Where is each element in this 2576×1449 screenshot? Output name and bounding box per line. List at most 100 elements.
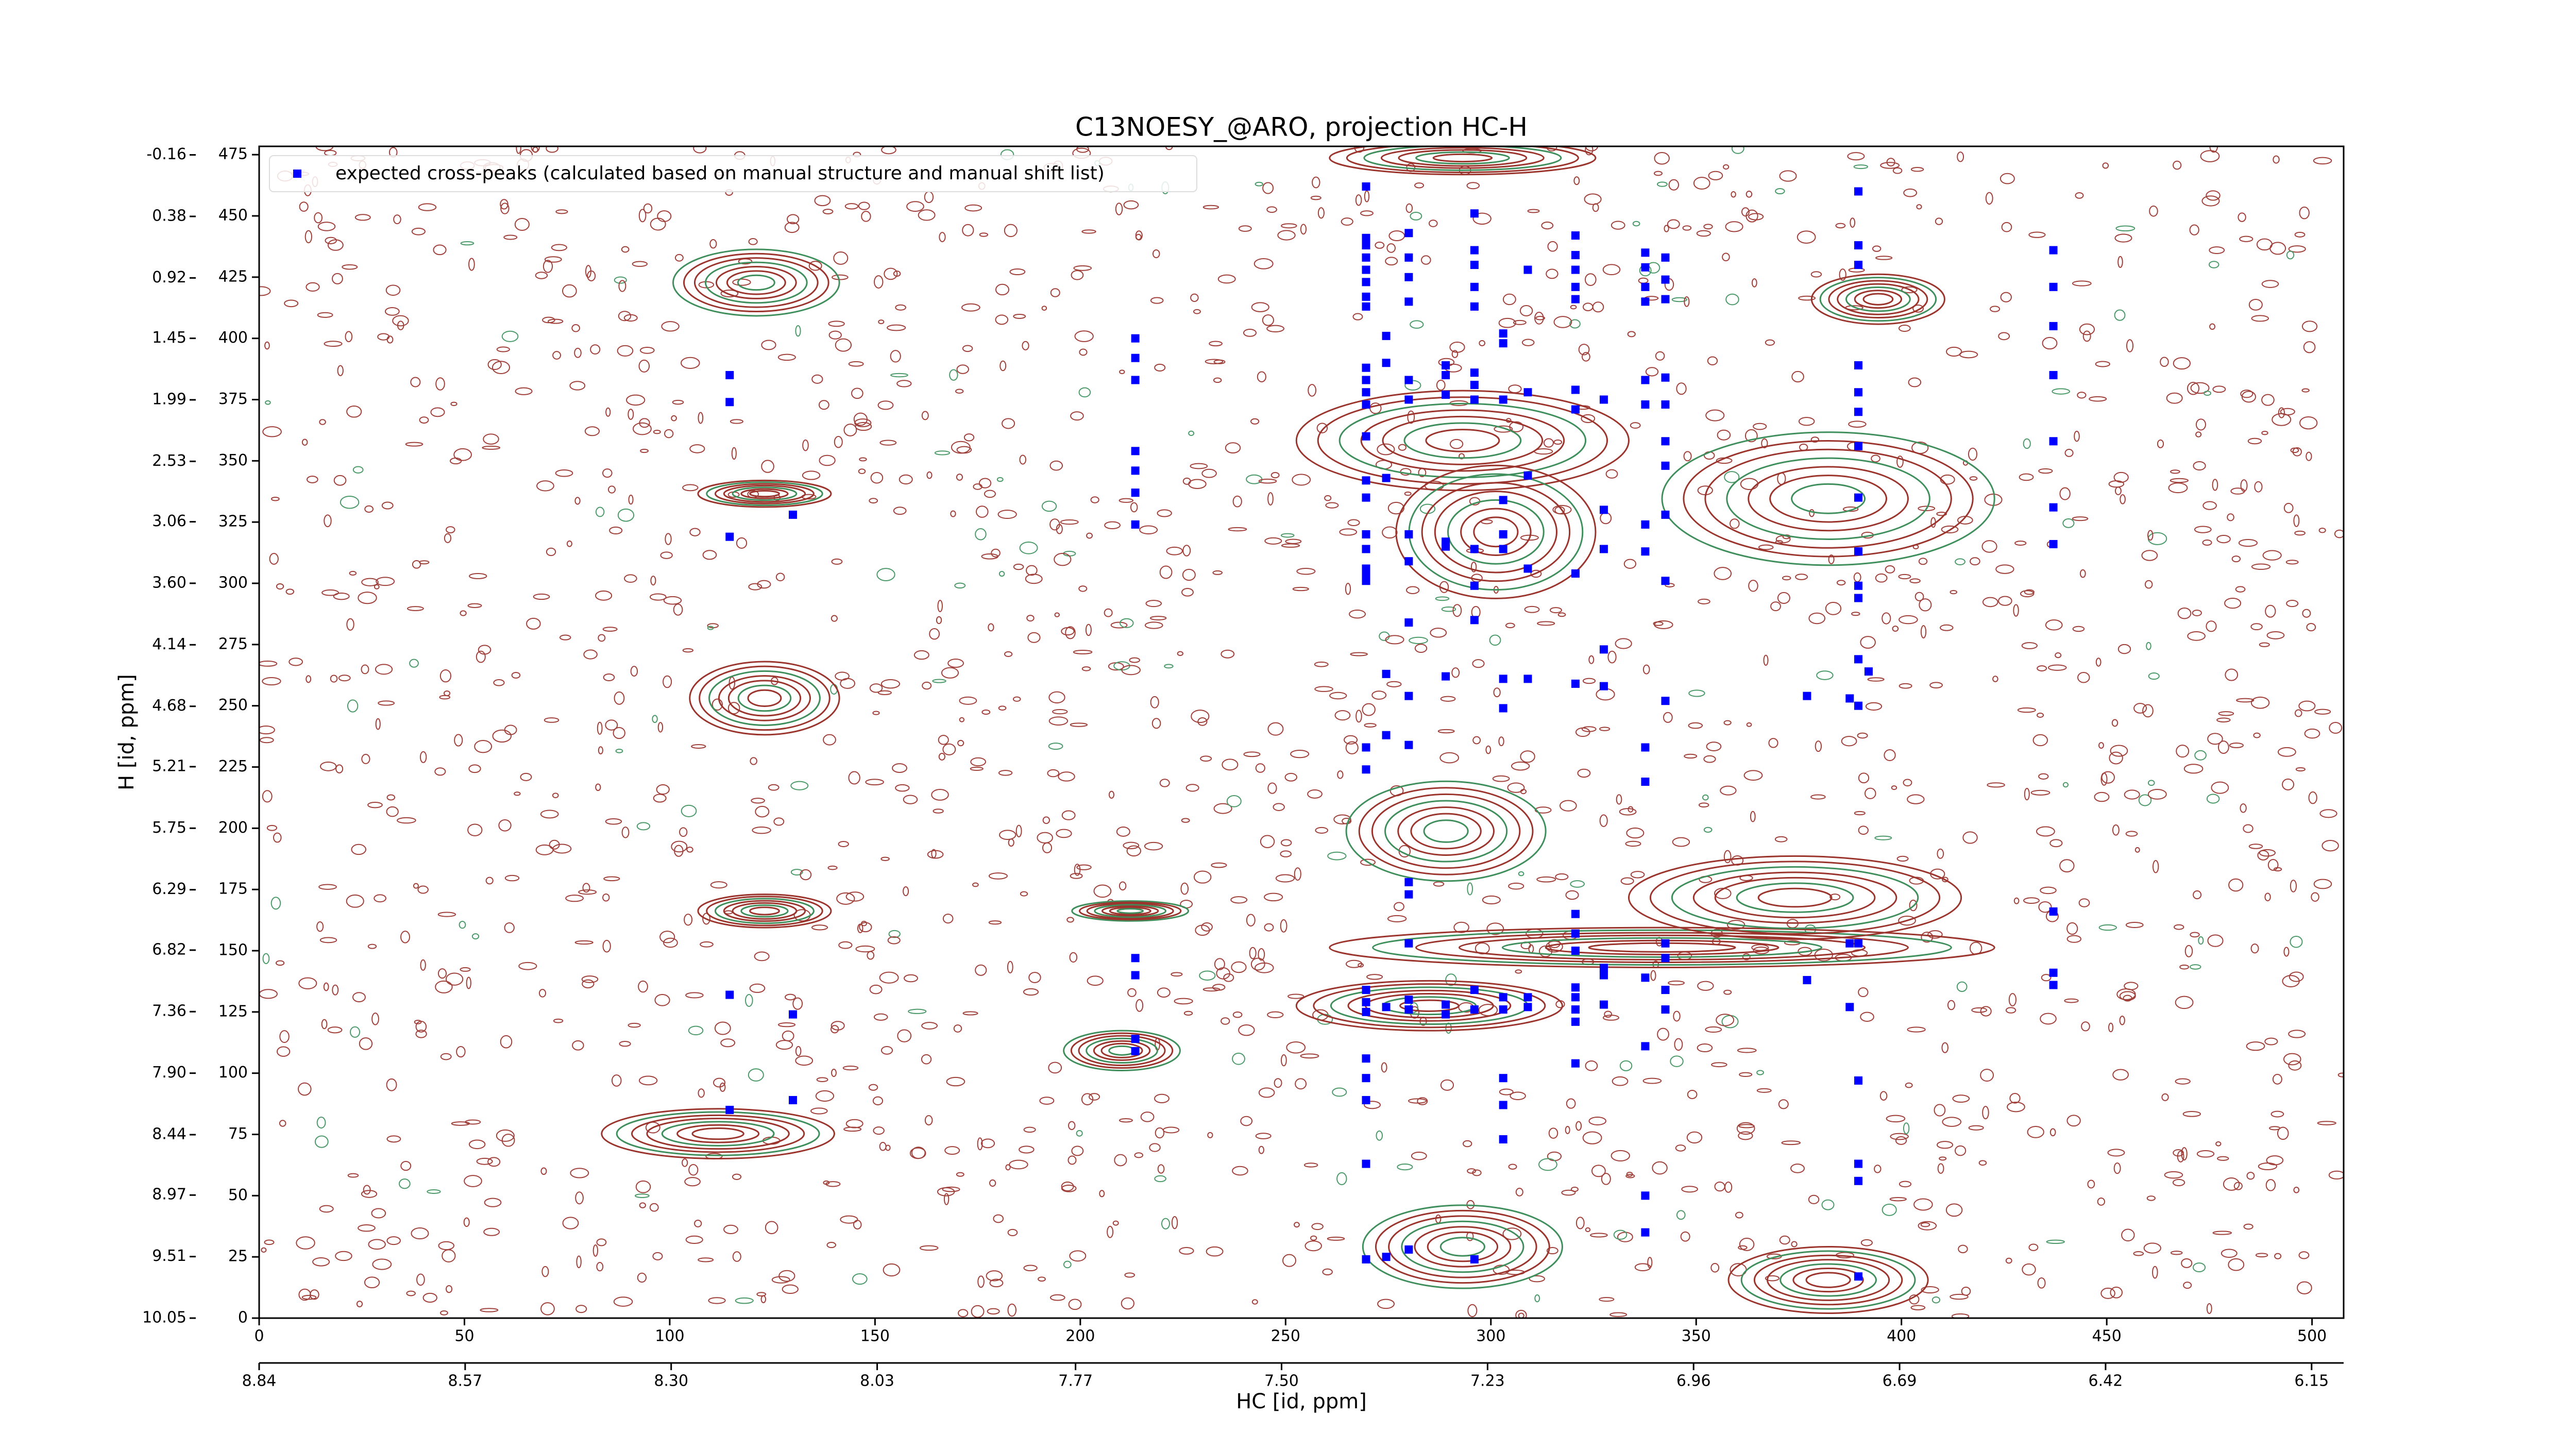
noise-contour — [1611, 1150, 1630, 1161]
noise-contour — [1724, 471, 1740, 483]
noise-contour — [2293, 514, 2300, 527]
noise-contour — [1486, 922, 1504, 935]
noise-contour — [1152, 249, 1160, 259]
contour — [1415, 932, 1909, 963]
contour — [732, 902, 798, 920]
noise-contour — [2274, 1253, 2282, 1259]
cross-peak — [1641, 400, 1650, 409]
x-tick-label: 150 — [860, 1327, 890, 1345]
noise-contour — [1978, 1160, 1987, 1166]
noise-contour — [1019, 542, 1038, 554]
noise-contour — [921, 1022, 938, 1030]
noise-contour — [2176, 745, 2190, 758]
noise-contour — [346, 406, 362, 418]
x-tick-label: 200 — [1065, 1327, 1095, 1345]
noise-contour — [1159, 565, 1173, 579]
noise-contour — [1903, 1122, 1910, 1135]
noise-contour — [953, 1024, 962, 1033]
noise-contour — [2304, 728, 2320, 739]
noise-contour — [1078, 387, 1091, 398]
noise-contour — [1753, 423, 1767, 430]
noise-contour — [657, 210, 672, 222]
noise-contour — [540, 1302, 555, 1316]
noise-contour — [2146, 1195, 2156, 1201]
noise-contour — [1056, 524, 1063, 534]
noise-contour — [605, 719, 618, 731]
cross-peak — [1362, 233, 1370, 242]
noise-contour — [602, 939, 611, 953]
contour — [747, 689, 782, 707]
noise-contour — [416, 1273, 425, 1286]
noise-contour — [1990, 306, 2001, 312]
noise-contour — [1479, 340, 1485, 346]
noise-contour — [1387, 501, 1404, 515]
noise-contour — [1493, 687, 1501, 698]
noise-contour — [1857, 732, 1868, 739]
cross-peak — [789, 510, 798, 519]
cross-peak — [1499, 1135, 1507, 1144]
noise-contour — [1439, 752, 1460, 764]
cross-peak — [1362, 1255, 1370, 1263]
noise-contour — [1724, 1182, 1733, 1193]
noise-contour — [1028, 972, 1041, 983]
noise-contour — [685, 992, 704, 999]
noise-contour — [1511, 761, 1530, 771]
noise-contour — [688, 1025, 704, 1036]
noise-contour — [2152, 1266, 2158, 1279]
noise-contour — [1355, 710, 1362, 723]
noise-contour — [934, 450, 951, 456]
noise-contour — [2170, 478, 2189, 483]
noise-contour — [748, 1068, 764, 1082]
noise-contour — [895, 304, 906, 311]
noise-contour — [870, 472, 884, 484]
noise-contour — [2049, 1128, 2056, 1137]
noise-contour — [884, 267, 898, 280]
contour — [1313, 983, 1546, 1029]
contour — [1395, 464, 1597, 599]
noise-contour — [1494, 425, 1513, 433]
cross-peak — [1571, 1005, 1580, 1014]
noise-contour — [1519, 305, 1533, 316]
noise-contour — [598, 746, 603, 755]
x-tick-label: 50 — [454, 1327, 474, 1345]
noise-contour — [1985, 192, 1993, 205]
noise-contour — [903, 886, 909, 897]
noise-contour — [1026, 565, 1038, 576]
noise-contour — [1119, 369, 1125, 375]
noise-contour — [1277, 230, 1296, 241]
cross-peak — [1854, 701, 1863, 710]
noise-contour — [1518, 871, 1524, 877]
noise-contour — [321, 589, 339, 596]
noise-contour — [956, 474, 963, 481]
legend-marker — [293, 170, 301, 178]
noise-contour — [2001, 222, 2012, 232]
noise-contour — [296, 1236, 315, 1250]
noise-contour — [1914, 592, 1924, 601]
noise-contour — [540, 810, 559, 819]
noise-contour — [1294, 1222, 1300, 1228]
noise-contour — [1061, 810, 1076, 820]
noise-contour — [276, 1046, 291, 1057]
noise-contour — [2250, 623, 2263, 631]
noise-contour — [1190, 463, 1208, 469]
noise-contour — [795, 325, 801, 337]
noise-contour — [1810, 436, 1820, 443]
noise-contour — [1451, 667, 1460, 678]
contour — [1362, 1204, 1563, 1289]
noise-contour — [638, 359, 650, 373]
noise-contour — [1958, 1244, 1968, 1254]
noise-contour — [456, 1046, 466, 1058]
noise-contour — [1515, 1309, 1527, 1318]
noise-contour — [1853, 164, 1869, 170]
noise-contour — [698, 1257, 714, 1262]
cross-peak — [1442, 390, 1450, 399]
cross-peak — [1661, 697, 1670, 705]
noise-contour — [1221, 649, 1235, 659]
noise-contour — [1081, 1093, 1094, 1106]
noise-contour — [1892, 626, 1899, 632]
noise-contour — [2147, 530, 2154, 541]
contour — [1661, 431, 1995, 566]
noise-contour — [319, 1205, 334, 1213]
noise-contour — [2037, 712, 2044, 718]
